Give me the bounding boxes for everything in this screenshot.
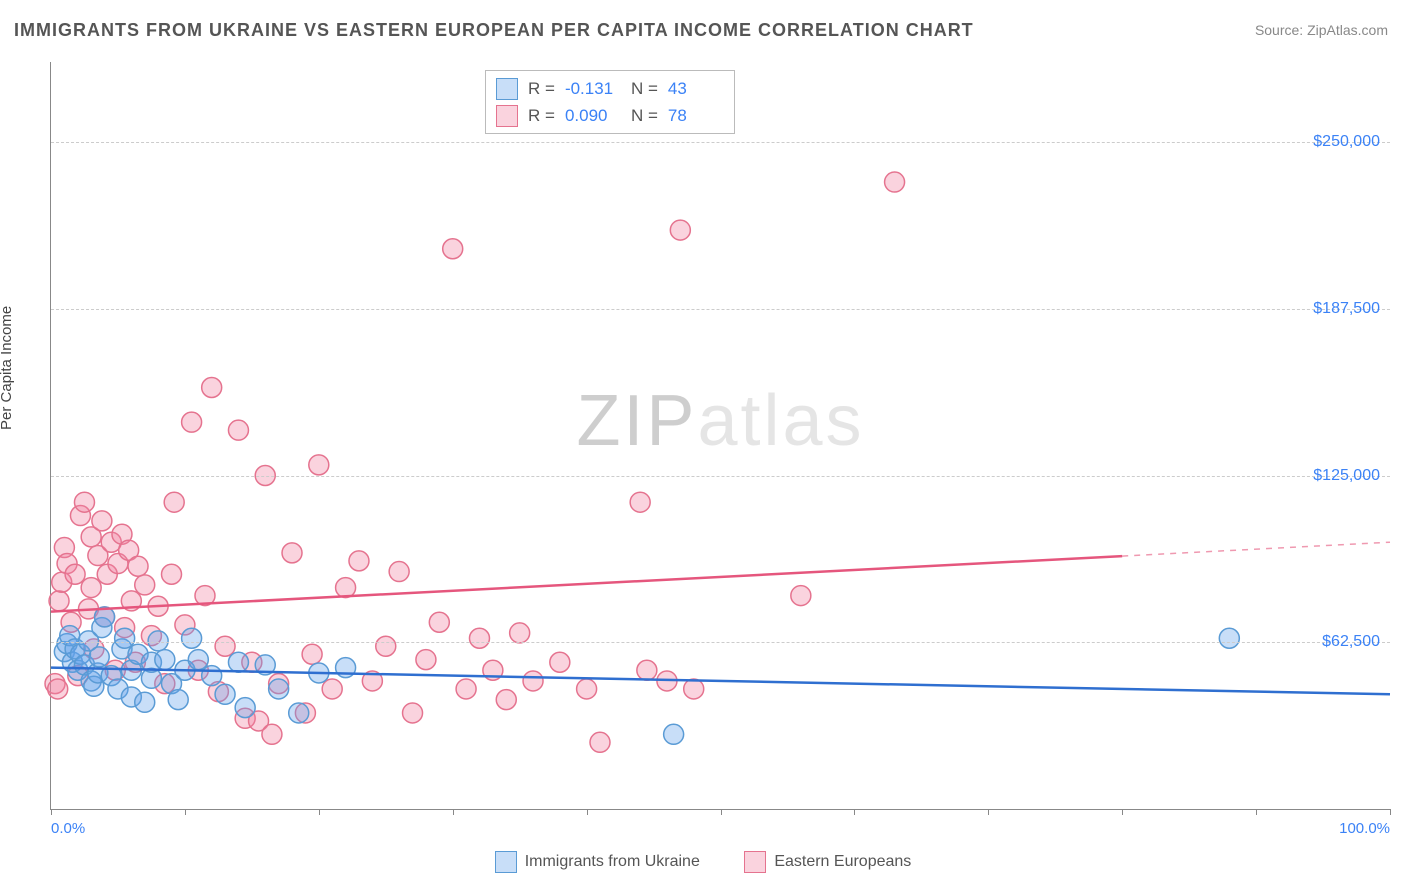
x-tick — [319, 809, 320, 815]
gridline — [51, 642, 1390, 643]
chart-area: ZIPatlas R = -0.131 N = 43 R = 0.090 N =… — [50, 62, 1390, 810]
x-tick — [1390, 809, 1391, 815]
legend-item-a: Immigrants from Ukraine — [495, 851, 700, 873]
chart-title: IMMIGRANTS FROM UKRAINE VS EASTERN EUROP… — [14, 20, 974, 41]
x-tick — [854, 809, 855, 815]
x-max-label: 100.0% — [1339, 820, 1390, 837]
legend-swatch-b — [744, 851, 766, 873]
x-tick — [587, 809, 588, 815]
x-tick — [988, 809, 989, 815]
gridline — [51, 309, 1390, 310]
x-tick — [1122, 809, 1123, 815]
bottom-legend: Immigrants from Ukraine Eastern European… — [0, 851, 1406, 878]
scatter-plot-svg — [51, 62, 1390, 809]
legend-swatch-a — [495, 851, 517, 873]
gridline — [51, 476, 1390, 477]
y-axis-label: Per Capita Income — [0, 306, 15, 430]
x-tick — [453, 809, 454, 815]
source-attribution: Source: ZipAtlas.com — [1255, 22, 1388, 38]
x-tick — [721, 809, 722, 815]
x-tick — [51, 809, 52, 815]
legend-label-a: Immigrants from Ukraine — [525, 853, 700, 871]
y-tick-label: $250,000 — [1313, 133, 1380, 151]
gridline — [51, 142, 1390, 143]
y-tick-label: $125,000 — [1313, 467, 1380, 485]
x-tick — [1256, 809, 1257, 815]
x-tick — [185, 809, 186, 815]
legend-label-b: Eastern Europeans — [774, 853, 911, 871]
x-min-label: 0.0% — [51, 820, 85, 837]
legend-item-b: Eastern Europeans — [744, 851, 911, 873]
y-tick-label: $187,500 — [1313, 300, 1380, 318]
y-tick-label: $62,500 — [1322, 633, 1380, 651]
